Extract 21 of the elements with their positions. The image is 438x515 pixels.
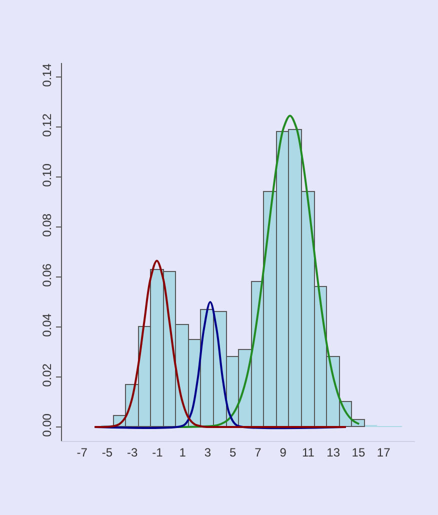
y-tick-label: 0.12: [40, 113, 54, 137]
x-tick-label: -1: [152, 445, 164, 460]
x-tick-label: 5: [230, 445, 237, 460]
y-tick-label: 0.08: [40, 213, 54, 237]
x-tick-label: 13: [326, 445, 340, 460]
x-tick-label: 15: [352, 445, 366, 460]
x-tick-label: 1: [179, 445, 186, 460]
y-tick-label: 0.06: [40, 263, 54, 287]
y-tick-label: 0.10: [40, 163, 54, 187]
x-tick-label: 9: [280, 445, 287, 460]
x-tick-label: -7: [76, 445, 88, 460]
y-tick-label: 0.04: [40, 313, 54, 337]
x-tick-label: 11: [302, 445, 315, 460]
x-tick-label: 3: [204, 445, 212, 460]
x-tick-label: -5: [102, 445, 113, 460]
y-tick-label: 0.14: [40, 63, 54, 87]
y-tick-label: 0.00: [40, 413, 54, 437]
x-tick-label: -3: [127, 445, 138, 460]
x-tick-label: 17: [376, 445, 391, 460]
y-tick-label: 0.02: [40, 363, 54, 387]
x-tick-label: 7: [254, 445, 262, 460]
